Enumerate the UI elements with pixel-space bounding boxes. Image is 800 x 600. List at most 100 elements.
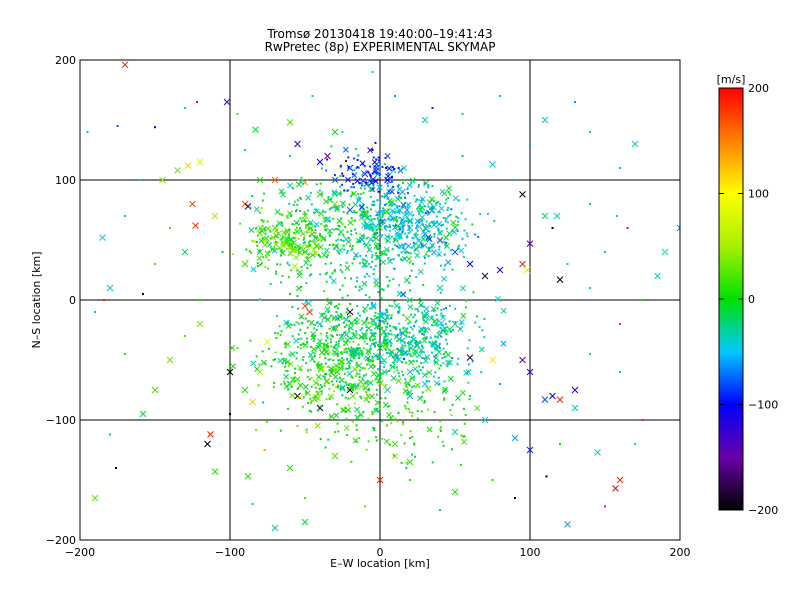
data-point-x	[273, 241, 280, 248]
data-point-x	[400, 291, 406, 298]
data-point-dot	[297, 322, 300, 325]
data-point-dot	[407, 228, 410, 231]
data-point-dot	[308, 244, 311, 247]
data-point-dot	[387, 218, 390, 221]
data-point-dot	[371, 342, 374, 345]
data-point-x	[404, 315, 411, 322]
data-point-dot	[299, 210, 302, 213]
data-point-dot	[336, 349, 339, 352]
data-point-dot	[351, 247, 354, 250]
data-point-x	[332, 176, 339, 183]
data-point-dot	[319, 182, 322, 185]
data-point-x	[296, 269, 303, 276]
data-point-dot	[384, 219, 387, 222]
data-point-dot	[346, 294, 349, 297]
data-point-dot	[514, 179, 516, 181]
data-point-dot	[290, 269, 293, 272]
data-point-dot	[308, 234, 311, 237]
data-point-dot	[295, 209, 298, 212]
data-point-dot	[416, 417, 419, 420]
data-point-dot	[425, 220, 428, 223]
data-point-dot	[349, 314, 352, 317]
data-point-x	[447, 375, 454, 382]
data-point-x	[361, 331, 367, 338]
data-point-dot	[299, 217, 302, 220]
data-point-x	[302, 383, 309, 390]
data-point-dot	[409, 326, 412, 329]
data-point-dot	[436, 319, 439, 322]
data-point-dot	[362, 191, 365, 194]
data-point-dot	[280, 254, 283, 257]
data-point-dot	[375, 341, 378, 344]
data-point-dot	[364, 367, 367, 370]
data-point-dot	[412, 244, 415, 247]
data-point-dot	[343, 248, 346, 251]
data-point-dot	[401, 345, 404, 348]
data-point-dot	[343, 348, 346, 351]
data-point-dot	[418, 331, 421, 334]
data-point-dot	[335, 347, 338, 350]
data-point-dot	[296, 346, 299, 349]
data-point-x	[351, 172, 358, 179]
data-point-dot	[393, 361, 396, 364]
data-point-dot	[289, 293, 291, 295]
data-point-x	[355, 197, 362, 204]
data-point-x	[315, 373, 322, 380]
data-point-x	[260, 359, 267, 366]
data-point-x	[358, 383, 365, 390]
data-point-dot	[316, 390, 319, 393]
data-point-dot	[423, 333, 426, 336]
data-point-dot	[318, 387, 321, 390]
data-point-x	[367, 379, 374, 386]
data-point-x	[401, 165, 408, 172]
data-point-x	[269, 246, 276, 253]
data-point-dot	[422, 315, 425, 318]
data-point-dot	[260, 227, 263, 230]
data-point-dot	[419, 300, 422, 303]
data-point-x	[436, 251, 443, 257]
data-point-dot	[363, 187, 366, 190]
data-point-dot	[354, 375, 357, 378]
data-point-dot	[290, 214, 293, 217]
data-point-x	[295, 285, 302, 292]
data-point-dot	[337, 342, 340, 345]
data-point-dot	[304, 332, 307, 335]
data-point-x	[379, 218, 386, 225]
data-point-dot	[373, 365, 376, 368]
data-point-dot	[406, 401, 409, 404]
data-point-x	[229, 344, 236, 351]
grid-lines	[80, 60, 680, 540]
data-point-dot	[464, 244, 467, 247]
data-point-dot	[335, 343, 338, 346]
data-point-dot	[307, 244, 310, 247]
data-point-dot	[258, 363, 261, 366]
data-point-dot	[276, 315, 279, 318]
data-point-dot	[418, 372, 421, 375]
data-point-dot	[305, 428, 308, 431]
data-point-dot	[361, 184, 364, 187]
data-point-dot	[457, 216, 460, 219]
data-point-dot	[382, 320, 385, 323]
data-point-dot	[272, 359, 275, 362]
data-point-dot	[423, 401, 426, 404]
data-point-x	[526, 240, 534, 247]
data-point-dot	[428, 380, 431, 383]
data-point-dot	[415, 275, 418, 278]
data-point-x	[318, 349, 325, 356]
data-point-x	[446, 185, 452, 192]
data-point-dot	[338, 376, 341, 379]
data-point-x	[461, 438, 468, 445]
data-point-dot	[476, 315, 479, 318]
data-point-x	[387, 351, 394, 358]
data-point-x	[323, 198, 330, 205]
data-point-x	[385, 173, 391, 180]
data-point-x	[339, 385, 346, 392]
data-point-dot	[339, 263, 342, 266]
data-point-dot	[442, 347, 445, 350]
data-point-x	[281, 229, 287, 236]
data-point-dot	[418, 183, 421, 186]
data-point-x	[376, 344, 384, 352]
data-point-dot	[403, 232, 406, 235]
data-point-dot	[379, 201, 382, 204]
